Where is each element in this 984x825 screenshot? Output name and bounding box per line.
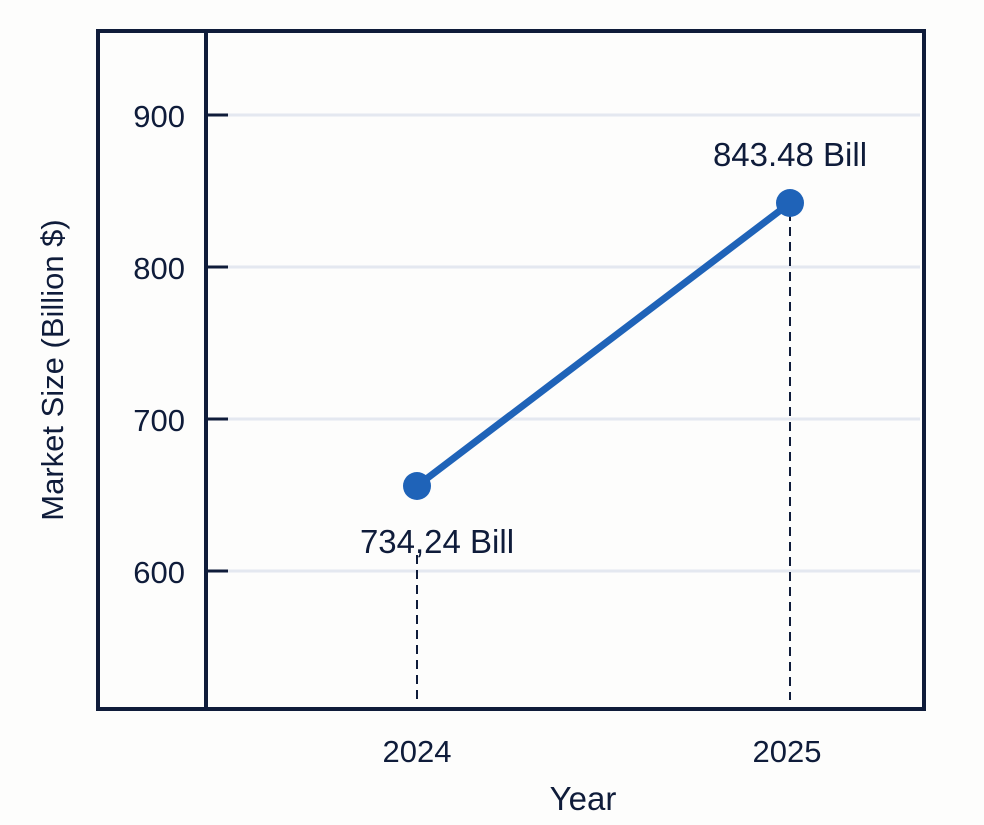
gridlines (228, 113, 920, 573)
y-tick-label: 800 (133, 251, 185, 286)
chart-frame (96, 29, 926, 711)
y-tick-label: 700 (133, 403, 185, 438)
series-line (413, 199, 794, 490)
y-axis-label: Market Size (Billion $) (35, 219, 70, 520)
x-tick-label: 2024 (383, 734, 452, 769)
y-tick-label: 600 (133, 555, 185, 590)
point-label-2024: 734,24 Bill (360, 523, 514, 560)
x-tick-label: 2025 (753, 734, 822, 769)
y-tick-label: 900 (133, 99, 185, 134)
x-axis-label: Year (550, 780, 617, 817)
y-ticks (206, 113, 228, 573)
data-point-2024[interactable] (403, 472, 431, 500)
point-label-2025: 843.48 Bill (713, 136, 867, 173)
data-point-2025[interactable] (776, 189, 804, 217)
